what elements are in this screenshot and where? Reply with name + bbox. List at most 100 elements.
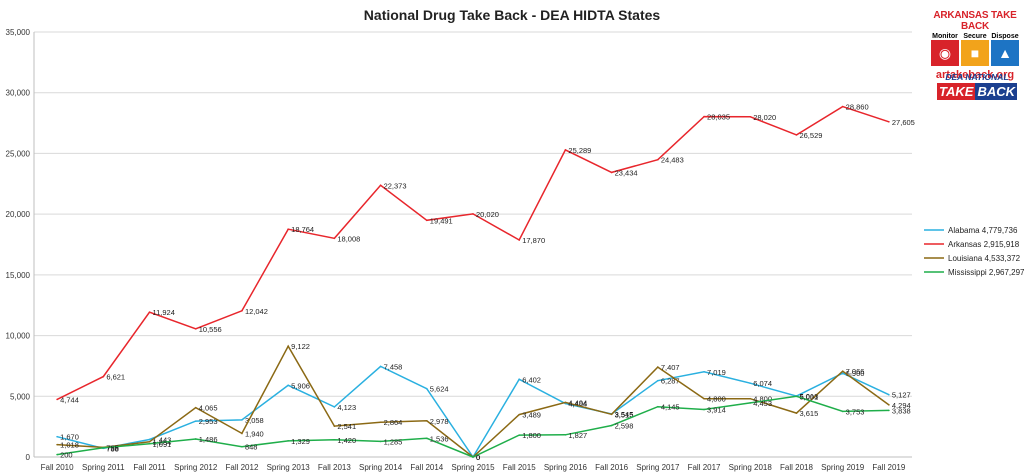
monitor-label: Monitor — [932, 33, 958, 40]
data-label: 27,605 — [892, 118, 915, 127]
data-label: 6,621 — [106, 373, 125, 382]
data-point — [287, 384, 289, 387]
data-label: 3,615 — [799, 409, 818, 418]
data-label: 18,764 — [291, 225, 314, 234]
data-label: 25,289 — [568, 146, 591, 155]
data-label: 11,924 — [153, 308, 175, 317]
data-point — [657, 366, 659, 368]
data-point — [333, 438, 336, 441]
data-point — [333, 406, 336, 408]
data-label: 4,404 — [568, 400, 587, 409]
data-point — [795, 134, 798, 136]
data-point — [888, 120, 890, 123]
data-point — [56, 435, 58, 438]
data-label: 1,940 — [245, 429, 264, 438]
data-point — [888, 404, 890, 406]
data-label: 26,529 — [799, 131, 822, 140]
data-label: 1,443 — [153, 435, 172, 444]
data-label: 6,402 — [522, 375, 541, 384]
data-point — [703, 397, 705, 400]
data-point — [241, 309, 243, 312]
data-point — [148, 438, 151, 441]
legend-entry: Arkansas 2,915,918 — [948, 240, 1020, 249]
data-label: 3,058 — [245, 416, 264, 425]
x-tick-label: Spring 2016 — [544, 463, 588, 472]
data-label: 4,294 — [892, 401, 911, 410]
data-point — [379, 184, 382, 187]
series-line-1 — [56, 105, 890, 401]
data-label: 3,489 — [522, 411, 541, 420]
data-point — [888, 409, 890, 412]
data-point — [102, 375, 105, 378]
data-label: 2,978 — [430, 417, 449, 426]
data-label: 7,458 — [384, 362, 403, 371]
data-label: 0 — [476, 453, 480, 462]
y-tick-label: 0 — [26, 453, 31, 462]
data-label: 200 — [60, 451, 73, 460]
data-point — [148, 311, 151, 314]
legend-entry: Alabama 4,779,736 — [948, 226, 1018, 235]
data-label: 18,008 — [337, 234, 360, 243]
data-point — [194, 438, 197, 440]
data-point — [148, 440, 151, 443]
data-label: 6,900 — [846, 369, 865, 378]
data-point — [564, 401, 567, 404]
data-point — [841, 370, 844, 372]
data-point — [56, 443, 58, 446]
data-label: 4,145 — [661, 403, 680, 412]
ark-logo-url: artakeback.org — [935, 69, 1015, 81]
data-point — [472, 213, 474, 215]
data-point — [657, 405, 659, 408]
data-point — [888, 393, 890, 396]
data-label: 4,453 — [753, 399, 772, 408]
data-label: 1,800 — [522, 431, 541, 440]
y-tick-label: 30,000 — [6, 89, 31, 98]
data-point — [333, 237, 336, 240]
data-point — [795, 395, 798, 398]
data-point — [518, 434, 521, 436]
lock-icon: ■ — [961, 40, 989, 66]
legend-entry: Mississippi 2,967,297 — [948, 268, 1024, 277]
y-tick-label: 5,000 — [10, 392, 31, 401]
data-label: 1,486 — [199, 435, 218, 444]
data-point — [657, 379, 659, 382]
data-label: 4,065 — [199, 404, 218, 413]
data-label: 2,598 — [615, 421, 634, 430]
data-label: 4,800 — [707, 395, 726, 404]
ark-logo-title: ARKANSAS TAKE BACK — [933, 10, 1017, 32]
x-tick-label: Fall 2017 — [688, 463, 721, 472]
data-point — [610, 171, 613, 174]
x-tick-label: Fall 2018 — [780, 463, 813, 472]
secure-label: Secure — [963, 33, 987, 40]
data-label: 5,001 — [799, 392, 818, 401]
data-point — [841, 105, 844, 108]
x-tick-label: Fall 2010 — [41, 463, 74, 472]
data-point — [241, 445, 243, 448]
data-label: 3,838 — [892, 406, 911, 415]
data-label: 19,491 — [430, 216, 453, 225]
data-label: 1,536 — [430, 434, 449, 443]
data-label: 6,287 — [661, 377, 680, 386]
x-tick-label: Fall 2012 — [225, 463, 258, 472]
data-label: 0 — [476, 453, 480, 462]
data-point — [379, 421, 382, 424]
data-label: 10,556 — [199, 325, 222, 334]
y-tick-label: 10,000 — [6, 332, 31, 341]
data-point — [287, 440, 289, 442]
x-tick-label: Fall 2015 — [503, 463, 536, 472]
data-point — [749, 115, 752, 118]
dea-logo-top: DEA NATIONAL — [945, 72, 1009, 82]
data-label: 7,019 — [707, 368, 726, 377]
data-label: 3,515 — [615, 410, 634, 419]
data-label: 1,827 — [568, 431, 587, 440]
data-point — [610, 424, 613, 427]
chart-title: National Drug Take Back - DEA HIDTA Stat… — [364, 7, 661, 23]
data-point — [518, 413, 521, 416]
data-point — [194, 406, 197, 409]
dispose-icon: ▲ — [991, 40, 1019, 66]
x-tick-label: Fall 2016 — [595, 463, 628, 472]
data-point — [241, 432, 243, 435]
data-point — [472, 456, 474, 458]
data-label: 9,122 — [291, 342, 310, 351]
